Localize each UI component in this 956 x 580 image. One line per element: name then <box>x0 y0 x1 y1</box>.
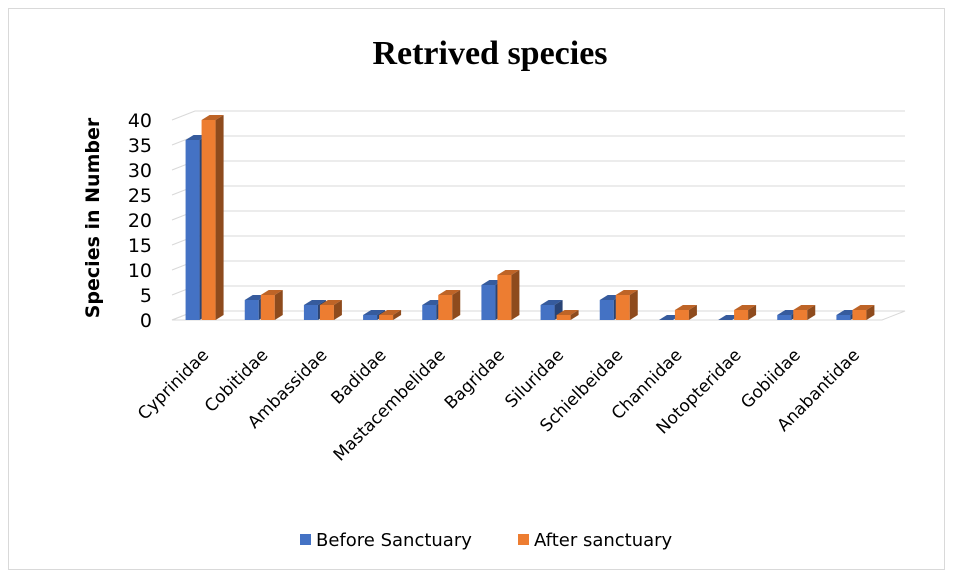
gridline <box>171 160 905 171</box>
y-tick-label: 5 <box>140 285 152 307</box>
legend-swatch <box>518 534 529 545</box>
y-tick-label: 20 <box>128 210 152 232</box>
bar <box>674 305 697 320</box>
bar <box>260 290 283 320</box>
gridline <box>171 135 905 146</box>
x-tick-label: Cyprinidae <box>134 345 213 424</box>
y-axis-label: Species in Number <box>82 117 104 318</box>
gridline <box>171 110 905 121</box>
gridline <box>171 210 905 221</box>
bar <box>438 290 461 320</box>
bar <box>319 300 342 320</box>
y-tick-label: 0 <box>140 310 152 332</box>
y-tick-label: 15 <box>128 235 152 257</box>
bar <box>201 115 224 320</box>
bar <box>497 270 520 320</box>
x-tick-label: Bagridae <box>441 345 509 413</box>
y-tick-label: 10 <box>128 260 152 282</box>
y-tick-label: 30 <box>128 160 152 182</box>
chart-frame <box>8 8 945 570</box>
y-tick-label: 25 <box>128 185 152 207</box>
category-labels: CyprinidaeCobitidaeAmbassidaeBadidaeMast… <box>134 345 864 465</box>
chart-title: Retrived species <box>372 35 607 72</box>
bar <box>379 310 402 320</box>
bar <box>793 305 816 320</box>
legend: Before Sanctuary After sanctuary <box>300 530 673 551</box>
bar <box>556 310 579 320</box>
gridline <box>171 185 905 196</box>
y-tick-labels: 0 5 10 15 20 25 30 35 40 <box>128 110 152 332</box>
bar <box>734 305 757 320</box>
y-tick-label: 40 <box>128 110 152 132</box>
bars <box>185 115 875 321</box>
bar <box>852 305 875 320</box>
gridlines <box>171 110 906 321</box>
y-tick-label: 35 <box>128 135 152 157</box>
bar <box>615 290 638 320</box>
gridline <box>171 235 905 246</box>
gridline <box>171 260 905 271</box>
x-tick-label: Mastacembelidae <box>330 345 450 465</box>
legend-entry: Before Sanctuary <box>316 530 472 551</box>
legend-swatch <box>300 534 311 545</box>
legend-entry: After sanctuary <box>534 530 673 551</box>
